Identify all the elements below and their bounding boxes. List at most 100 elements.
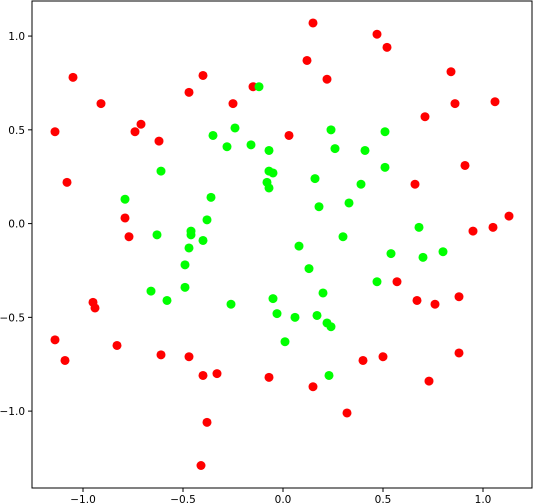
- point: [344, 198, 354, 208]
- point: [124, 232, 134, 242]
- x-tick-label: 1.0: [475, 494, 492, 504]
- point: [414, 222, 424, 232]
- y-tick-label: 0.5: [8, 125, 25, 137]
- y-tick-label: 0.0: [8, 219, 25, 231]
- point: [372, 29, 382, 39]
- point: [184, 352, 194, 362]
- point: [162, 295, 172, 305]
- point: [208, 130, 218, 140]
- point: [62, 177, 72, 187]
- point: [120, 194, 130, 204]
- point: [154, 136, 164, 146]
- point: [460, 160, 470, 170]
- point: [330, 144, 340, 154]
- point: [430, 299, 440, 309]
- point: [412, 295, 422, 305]
- point: [382, 42, 392, 52]
- point: [206, 192, 216, 202]
- point: [264, 372, 274, 382]
- point: [228, 99, 238, 109]
- point: [180, 282, 190, 292]
- point: [120, 213, 130, 223]
- point: [454, 348, 464, 358]
- point: [438, 247, 448, 257]
- point: [392, 277, 402, 287]
- point: [360, 145, 370, 155]
- point: [96, 99, 106, 109]
- point: [230, 123, 240, 133]
- point: [198, 70, 208, 80]
- point: [318, 288, 328, 298]
- point: [60, 355, 70, 365]
- point: [212, 369, 222, 379]
- point: [226, 299, 236, 309]
- point: [268, 168, 278, 178]
- point: [454, 292, 464, 302]
- point: [202, 215, 212, 225]
- point: [378, 352, 388, 362]
- point: [50, 335, 60, 345]
- point: [268, 294, 278, 304]
- point: [372, 277, 382, 287]
- point: [254, 82, 264, 92]
- point: [152, 230, 162, 240]
- point: [342, 408, 352, 418]
- point: [68, 72, 78, 82]
- y-tick-label: 1.0: [8, 31, 25, 43]
- point: [420, 112, 430, 122]
- point: [450, 99, 460, 109]
- point: [130, 127, 140, 137]
- x-tick-label: −0.5: [170, 494, 196, 504]
- point: [308, 382, 318, 392]
- point: [424, 376, 434, 386]
- point: [202, 417, 212, 427]
- point: [446, 67, 456, 77]
- point: [196, 460, 206, 470]
- plot-frame: [31, 0, 533, 489]
- point: [290, 312, 300, 322]
- point: [186, 230, 196, 240]
- point: [324, 370, 334, 380]
- point: [272, 309, 282, 319]
- y-tick-label: −0.5: [0, 312, 25, 324]
- point: [490, 97, 500, 107]
- point: [156, 166, 166, 176]
- point: [50, 127, 60, 137]
- point: [358, 355, 368, 365]
- point: [410, 179, 420, 189]
- point: [136, 119, 146, 129]
- point: [386, 249, 396, 259]
- point: [468, 226, 478, 236]
- point: [322, 74, 332, 84]
- point: [326, 125, 336, 135]
- point: [356, 179, 366, 189]
- point: [310, 174, 320, 184]
- point: [294, 241, 304, 251]
- x-tick-label: 0.5: [375, 494, 392, 504]
- point: [304, 264, 314, 274]
- point: [112, 340, 122, 350]
- point: [280, 337, 290, 347]
- point: [302, 55, 312, 65]
- point: [338, 232, 348, 242]
- point: [504, 211, 514, 221]
- point: [90, 303, 100, 313]
- point: [180, 260, 190, 270]
- point: [380, 162, 390, 172]
- point: [488, 222, 498, 232]
- point: [198, 235, 208, 245]
- point: [222, 142, 232, 152]
- point: [184, 243, 194, 253]
- y-tick-label: −1.0: [0, 406, 25, 418]
- point: [284, 130, 294, 140]
- x-tick-label: −1.0: [70, 494, 96, 504]
- point: [156, 350, 166, 360]
- point: [184, 87, 194, 97]
- point: [308, 18, 318, 28]
- point: [418, 252, 428, 262]
- point: [380, 127, 390, 137]
- point: [198, 370, 208, 380]
- point: [264, 183, 274, 193]
- point: [146, 286, 156, 296]
